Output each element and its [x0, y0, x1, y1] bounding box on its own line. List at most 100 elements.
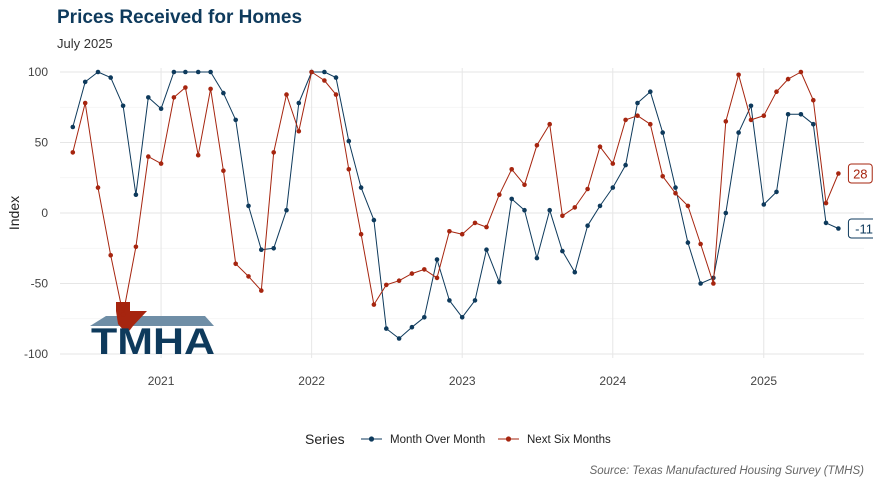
- data-point: [698, 241, 703, 247]
- data-point: [648, 89, 653, 94]
- data-point: [171, 95, 177, 100]
- y-axis-title: Index: [6, 196, 22, 230]
- data-point: [673, 191, 678, 196]
- data-point: [221, 90, 226, 96]
- legend-item-month-over-month: Month Over Month: [361, 434, 485, 446]
- data-point: [195, 152, 201, 158]
- data-point: [585, 223, 590, 228]
- data-point: [146, 154, 151, 159]
- x-tick-label: 2023: [449, 374, 476, 388]
- data-point: [120, 103, 126, 109]
- series-lines: [70, 69, 841, 341]
- data-point: [798, 112, 804, 117]
- data-point: [221, 168, 226, 173]
- data-point: [158, 106, 164, 111]
- data-point: [698, 281, 703, 286]
- legend-label-month-over-month: Month Over Month: [390, 434, 485, 446]
- data-point: [685, 203, 691, 209]
- data-point: [396, 278, 402, 284]
- data-point: [271, 150, 277, 155]
- legend-label-next-six-months: Next Six Months: [527, 434, 611, 446]
- data-point: [409, 271, 415, 276]
- data-point: [534, 143, 540, 148]
- data-point: [660, 130, 665, 135]
- data-point: [484, 247, 489, 252]
- data-point: [309, 69, 314, 75]
- data-point: [195, 69, 201, 75]
- data-point: [811, 97, 816, 103]
- data-point: [811, 121, 816, 127]
- legend-swatch-next-six-months: [505, 436, 512, 442]
- data-point: [635, 113, 640, 118]
- chart-subtitle: July 2025: [57, 36, 113, 51]
- y-tick-label: 100: [28, 65, 48, 79]
- data-point: [346, 167, 352, 172]
- data-point: [447, 229, 452, 234]
- data-point: [158, 161, 164, 166]
- data-point: [585, 186, 590, 192]
- data-point: [422, 267, 427, 272]
- data-point: [610, 161, 616, 166]
- data-point: [358, 185, 364, 190]
- data-point: [547, 121, 552, 127]
- legend-title: Series: [305, 431, 345, 447]
- data-point: [748, 103, 754, 109]
- data-point: [459, 315, 465, 320]
- data-point: [434, 257, 440, 262]
- series-line-month-over-month: [72, 71, 839, 339]
- data-point: [560, 248, 565, 254]
- data-point: [333, 92, 339, 97]
- data-point: [748, 117, 754, 123]
- data-point: [472, 298, 478, 303]
- x-tick-label: 2021: [148, 374, 175, 388]
- data-point: [208, 69, 213, 75]
- data-point: [472, 220, 478, 226]
- legend: Series Month Over Month Next Six Months: [305, 431, 611, 447]
- y-axis-ticks: -100 -50 0 50 100: [24, 65, 48, 361]
- data-point: [233, 261, 238, 267]
- data-point: [572, 269, 578, 275]
- x-tick-label: 2024: [599, 374, 626, 388]
- data-point: [774, 89, 779, 94]
- data-point: [610, 185, 616, 190]
- data-point: [785, 112, 791, 117]
- y-tick-label: -50: [31, 277, 49, 291]
- data-point: [459, 231, 465, 237]
- data-point: [246, 274, 251, 279]
- end-label-next-six-months: 28: [847, 163, 873, 184]
- data-point: [522, 182, 527, 188]
- data-point: [358, 231, 364, 237]
- data-point: [208, 86, 213, 92]
- data-point: [259, 288, 264, 293]
- data-point: [322, 78, 327, 83]
- data-point: [597, 203, 603, 209]
- series-next-six-months: [70, 69, 841, 317]
- data-point: [736, 130, 741, 135]
- data-point: [171, 69, 177, 75]
- x-axis-ticks: 2021 2022 2023 2024 2025: [148, 374, 778, 388]
- data-point: [836, 226, 841, 231]
- data-point: [534, 255, 540, 261]
- data-point: [509, 196, 514, 202]
- data-point: [284, 92, 289, 97]
- data-point: [434, 275, 440, 281]
- data-point: [296, 100, 302, 106]
- data-point: [233, 117, 238, 123]
- data-point: [823, 220, 829, 226]
- data-point: [271, 246, 277, 251]
- data-point: [396, 336, 402, 341]
- y-tick-label: -100: [24, 347, 48, 361]
- data-point: [823, 200, 829, 206]
- data-point: [547, 207, 552, 213]
- data-point: [333, 75, 339, 80]
- data-point: [673, 185, 678, 190]
- data-point: [660, 174, 665, 179]
- data-point: [422, 315, 427, 320]
- data-point: [82, 79, 88, 85]
- end-labels: -11 28: [847, 163, 873, 239]
- data-point: [723, 210, 729, 216]
- data-point: [95, 69, 101, 75]
- data-point: [447, 298, 452, 303]
